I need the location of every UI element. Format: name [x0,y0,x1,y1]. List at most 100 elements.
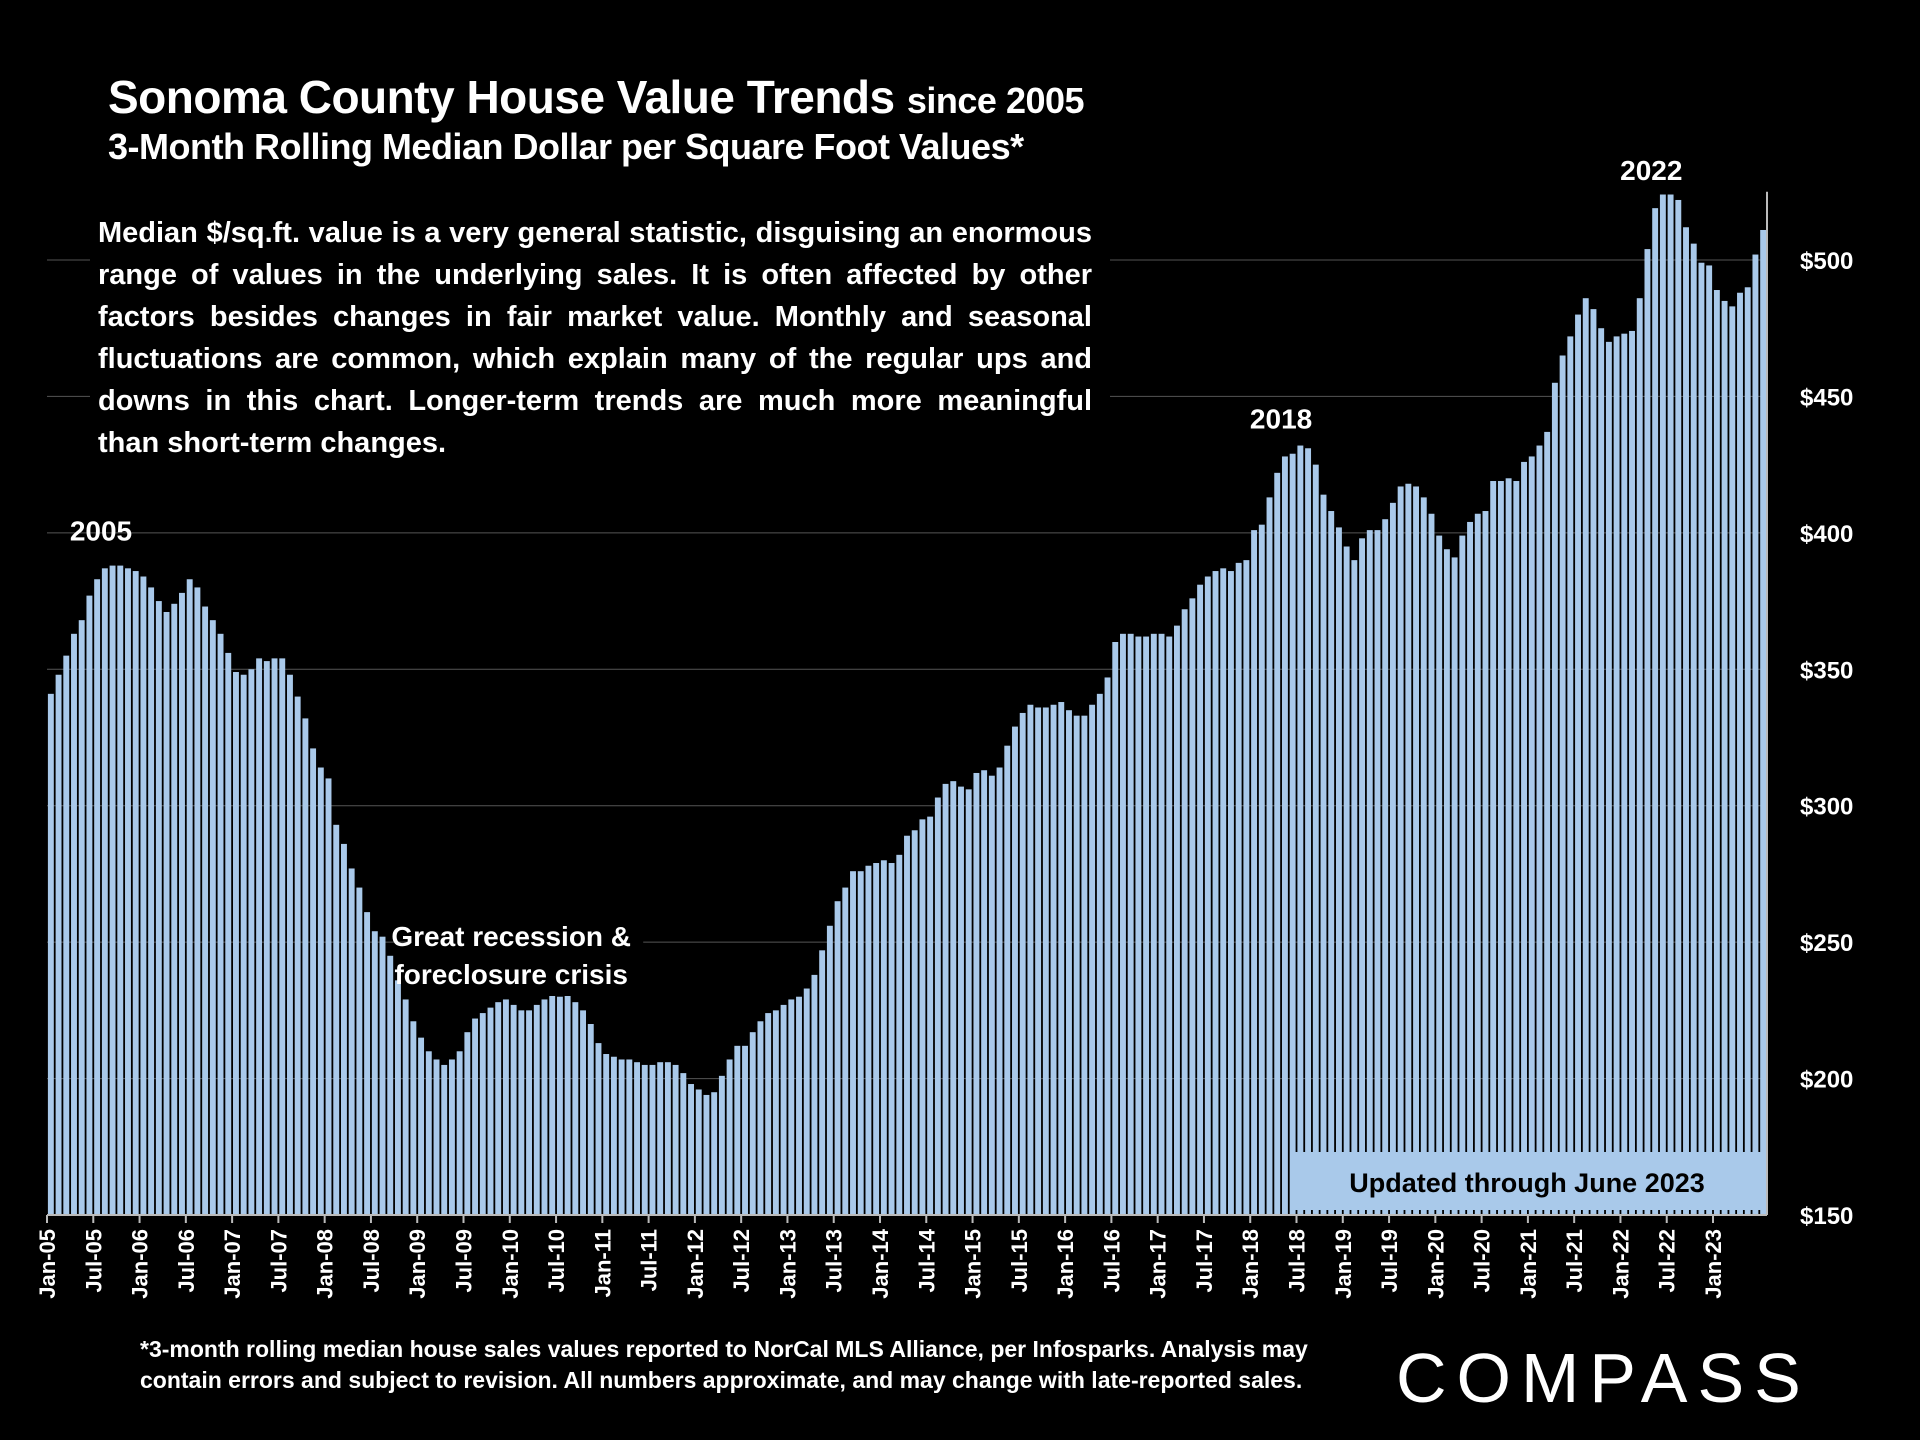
bar [1659,194,1666,1215]
bar [765,1013,772,1215]
bar [1181,609,1188,1215]
bar [1459,535,1466,1215]
bar [340,843,347,1215]
bar [1698,262,1705,1215]
bar [965,789,972,1215]
x-tick-label: Jul-20 [1470,1229,1495,1293]
bar [834,901,841,1215]
x-tick-label: Jan-11 [590,1229,615,1298]
bar [857,871,864,1215]
bar [1035,707,1042,1215]
bar [502,999,509,1215]
bar [348,868,355,1215]
bar [441,1064,448,1215]
bar [78,620,85,1215]
bar [1713,290,1720,1215]
bar [1536,445,1543,1215]
bar [217,633,224,1215]
compass-logo: COMPASS [1396,1339,1811,1417]
bar [1451,557,1458,1215]
bar [1343,546,1350,1215]
bar [973,772,980,1215]
bar [425,1051,432,1215]
bar [1143,636,1150,1215]
bar [1073,715,1080,1215]
y-tick-label: $250 [1800,930,1853,957]
bar [842,887,849,1215]
bar [1135,636,1142,1215]
bar [1474,513,1481,1215]
bar [1366,530,1373,1215]
bar [1436,535,1443,1215]
bar [487,1007,494,1215]
bar [688,1084,694,1215]
bar [356,887,363,1215]
annotation-2022: 2022 [1620,155,1682,186]
bar [826,925,833,1215]
bar [888,863,895,1215]
bar [1737,292,1743,1215]
bar [333,824,340,1215]
bar [1019,712,1026,1215]
x-tick-label: Jan-19 [1331,1229,1356,1299]
updated-badge-text: Updated through June 2023 [1349,1168,1705,1198]
bar [317,767,324,1215]
bar [518,1010,525,1215]
x-tick-label: Jul-09 [452,1229,477,1293]
bar [202,606,209,1215]
bar [865,865,872,1215]
bar [186,579,193,1215]
bar [934,797,941,1215]
bar [664,1062,671,1215]
bar [1042,707,1049,1215]
bar [1251,530,1258,1215]
bar [109,565,116,1215]
bar [1428,513,1435,1215]
bar [1413,486,1420,1215]
bar [63,655,70,1215]
bar [1158,633,1165,1215]
x-tick-label: Jul-15 [1007,1229,1032,1293]
bar [1497,481,1504,1215]
bar [479,1013,486,1215]
bar [410,1021,417,1215]
x-tick-label: Jan-16 [1053,1229,1078,1299]
bar [1467,521,1474,1215]
bar [1590,309,1597,1216]
bar [1683,227,1689,1215]
bar [1328,511,1335,1215]
bar [1621,333,1628,1216]
bar [718,1075,725,1215]
bar [1081,715,1088,1215]
x-tick-label: Jul-19 [1377,1229,1402,1293]
bar [649,1064,656,1215]
bar [1058,702,1065,1215]
bar [819,950,826,1215]
bar [1289,453,1296,1215]
bar [734,1045,741,1215]
bar [572,1002,579,1215]
x-tick-label: Jul-06 [174,1229,199,1293]
bar [302,718,309,1215]
bar [1397,486,1404,1215]
bar [1521,461,1527,1215]
x-tick-label: Jan-05 [35,1229,60,1299]
bar [1320,494,1327,1216]
bar [1096,693,1103,1215]
chart-title-text: Sonoma County House Value Trends [108,71,895,123]
bar [94,579,101,1215]
bar [132,571,139,1215]
annotation-recession-line: foreclosure crisis [394,959,627,990]
bar [703,1094,710,1215]
bar [958,786,964,1215]
bar [526,1010,533,1215]
x-tick-label: Jan-22 [1608,1229,1633,1299]
bar [47,693,54,1215]
x-tick-label: Jan-08 [313,1229,338,1299]
bar [125,568,131,1215]
bar [803,988,810,1215]
y-tick-label: $500 [1800,248,1853,275]
bar [580,1010,587,1215]
bar [657,1062,664,1215]
bar [379,936,386,1215]
